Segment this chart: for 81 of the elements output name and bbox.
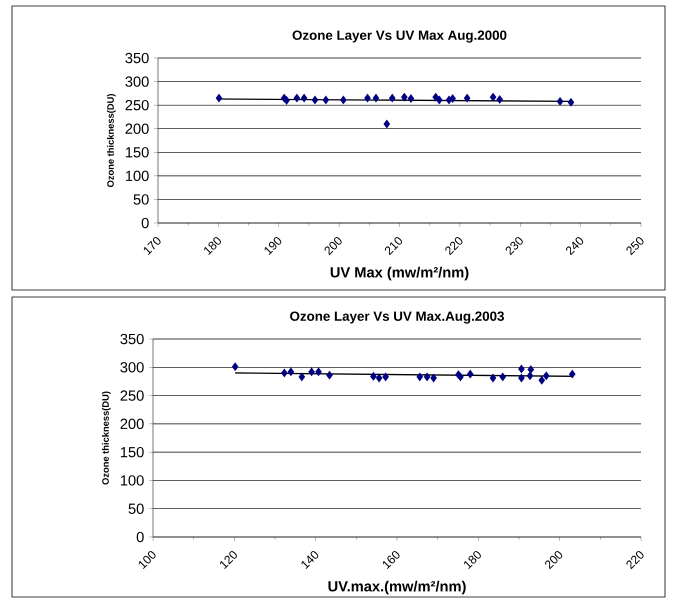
point: [490, 374, 496, 382]
y-tick-label: 0: [142, 218, 149, 228]
point: [542, 372, 550, 380]
point: [416, 372, 424, 382]
x-tick-label: 220: [445, 237, 462, 256]
point: [490, 92, 496, 102]
point: [376, 374, 382, 382]
point: [315, 368, 322, 376]
y-tick-label: 250: [126, 100, 149, 110]
point: [568, 98, 574, 107]
point: [382, 372, 389, 382]
point: [298, 372, 306, 382]
x-tick-label: 190: [264, 237, 282, 255]
point: [216, 94, 222, 102]
point: [281, 368, 288, 378]
point: [466, 370, 474, 378]
x-tick-label: 200: [545, 551, 562, 570]
y-tick-label: 300: [120, 362, 144, 372]
x-tick-label: 250: [626, 237, 644, 256]
point: [538, 376, 546, 385]
x-tick-label: 170: [144, 237, 161, 255]
point: [424, 372, 430, 382]
point: [388, 94, 396, 102]
x-tick-label: 160: [382, 551, 400, 569]
point: [340, 96, 347, 104]
x-tick-label: 230: [506, 237, 523, 256]
y-tick-label: 200: [126, 124, 149, 134]
y-axis-title: Ozone thickness(DU): [102, 392, 111, 485]
x-tick-label: 180: [464, 551, 481, 569]
point: [408, 94, 414, 103]
point: [430, 374, 437, 382]
point: [370, 372, 377, 381]
point: [569, 370, 576, 378]
point: [308, 368, 315, 376]
y-tick-label: 50: [134, 194, 149, 205]
point: [432, 92, 439, 102]
y-tick-label: 150: [126, 147, 149, 158]
x-tick-label: 120: [220, 551, 237, 569]
y-tick-label: 50: [128, 504, 144, 514]
point: [312, 96, 318, 104]
y-tick-label: 100: [120, 475, 144, 486]
chart-title: Ozone Layer Vs UV Max Aug.2000: [292, 30, 506, 43]
x-axis-title: UV Max (mw/m²/nm): [330, 266, 468, 280]
point: [464, 94, 470, 102]
point: [401, 92, 408, 102]
y-tick-label: 0: [136, 532, 144, 542]
y-tick-label: 150: [120, 446, 144, 458]
x-tick-label: 210: [384, 237, 402, 256]
y-tick-label: 200: [120, 418, 144, 430]
point: [518, 364, 525, 374]
point: [457, 372, 464, 382]
y-tick-label: 350: [125, 52, 149, 64]
point: [364, 94, 371, 102]
point: [496, 95, 503, 104]
point: [556, 97, 564, 106]
point: [294, 94, 300, 102]
x-tick-label: 220: [626, 551, 644, 570]
x-tick-label: 240: [566, 237, 584, 256]
point: [526, 372, 534, 380]
y-tick-label: 300: [125, 76, 149, 87]
y-tick-label: 350: [120, 334, 144, 344]
point: [436, 96, 443, 104]
point: [518, 374, 525, 382]
x-tick-label: 200: [324, 237, 342, 256]
point: [322, 96, 330, 104]
point: [326, 370, 333, 380]
y-axis-title: Ozone thickness(DU): [106, 94, 116, 188]
x-axis-title: UV.max.(mw/m²/nm): [328, 580, 466, 594]
point: [372, 94, 380, 102]
point: [384, 120, 390, 128]
point: [232, 362, 238, 371]
chart-title: Ozone Layer Vs UV Max.Aug.2003: [290, 311, 504, 324]
point: [499, 372, 506, 382]
y-tick-label: 100: [126, 170, 149, 182]
point: [449, 94, 456, 103]
point: [528, 365, 534, 374]
y-tick-label: 250: [120, 390, 144, 401]
point: [300, 94, 308, 102]
x-tick-label: 180: [204, 237, 221, 255]
x-tick-label: 140: [301, 551, 318, 569]
point: [288, 368, 294, 376]
